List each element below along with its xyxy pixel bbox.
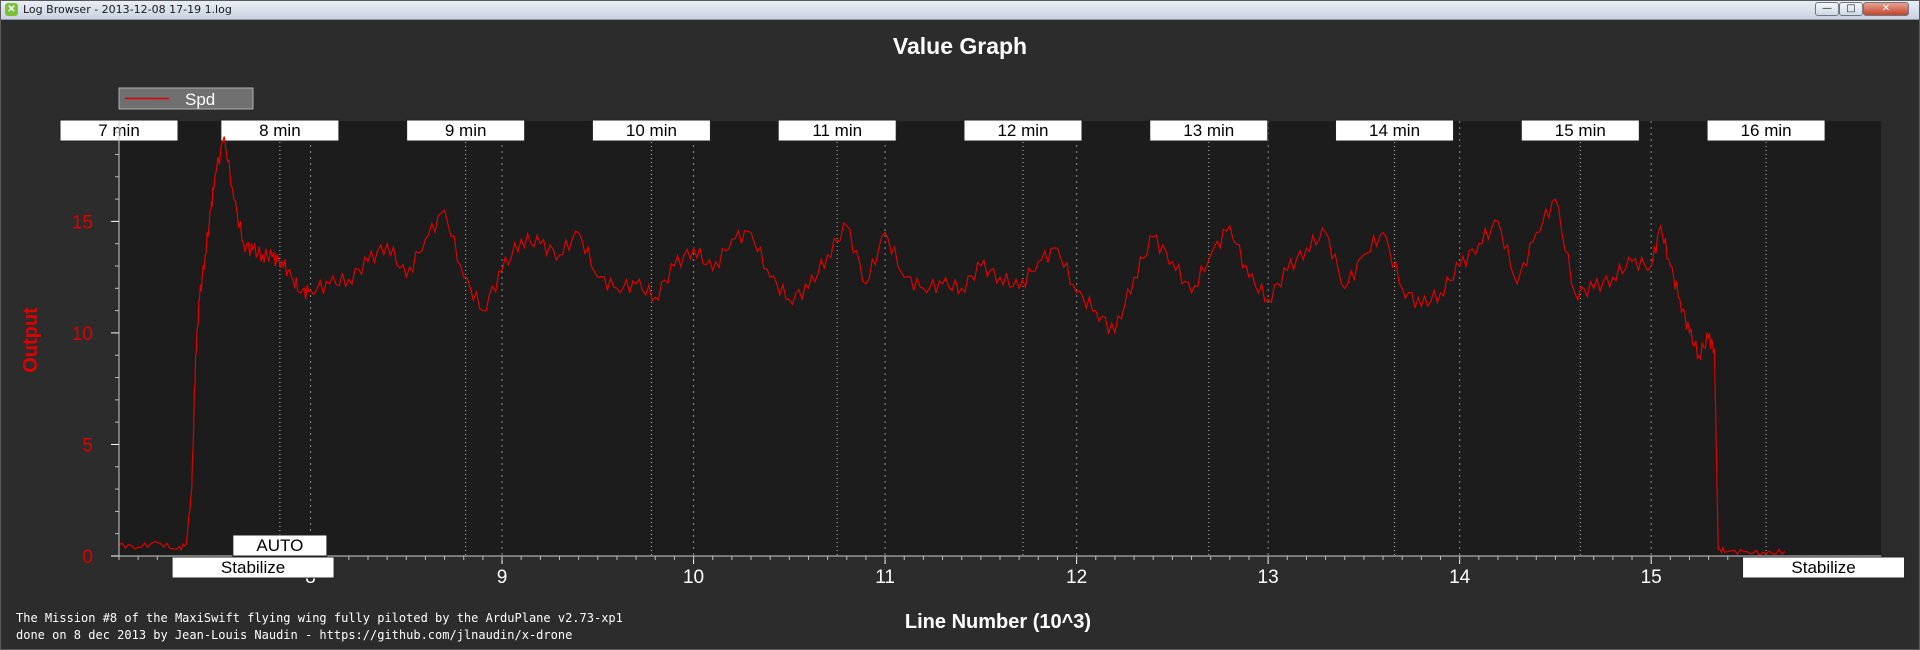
chart-title: Value Graph: [893, 33, 1027, 59]
x-tick-label: 15: [1641, 567, 1662, 588]
app-icon: ✕: [5, 3, 18, 16]
x-tick-label: 10: [683, 567, 704, 588]
footer-note-line-1: The Mission #8 of the MaxiSwift flying w…: [16, 611, 623, 625]
mode-marker-box: [171, 556, 335, 579]
minimize-button[interactable]: —: [1815, 2, 1839, 16]
mode-marker-label: AUTO: [256, 536, 303, 555]
time-marker-box: [963, 119, 1083, 142]
time-marker-label: 11 min: [812, 121, 862, 140]
footer-note-line-2: done on 8 dec 2013 by Jean-Louis Naudin …: [16, 628, 572, 642]
time-marker-label: 12 min: [997, 121, 1048, 140]
time-marker-label: 16 min: [1741, 121, 1792, 140]
x-tick-label: 14: [1449, 567, 1471, 588]
value-graph-chart[interactable]: Value Graph Spd 7 min 8 min 9 min 10 min 11 …: [1, 20, 1919, 650]
time-marker-label: 8 min: [259, 121, 301, 140]
time-marker-box: [591, 119, 711, 142]
time-marker-label: 14 min: [1369, 121, 1420, 140]
series-layer: [118, 136, 1786, 557]
window-title: Log Browser - 2013-12-08 17-19 1.log: [23, 3, 232, 16]
mode-markers: AUTO Stabilize Stabilize: [171, 534, 1906, 579]
time-marker-label: 13 min: [1183, 121, 1234, 140]
time-marker-box: [1520, 119, 1640, 142]
x-tick-label: 11: [875, 567, 895, 588]
mode-marker-box: [1742, 556, 1906, 579]
time-marker-label: 10 min: [626, 121, 677, 140]
legend-entry-spd: Spd: [185, 90, 215, 109]
x-tick-label: 13: [1258, 567, 1279, 588]
vertical-gridlines: [310, 121, 1652, 556]
time-marker-box: [777, 119, 897, 142]
series-line-spd: [118, 136, 1786, 557]
y-tick-label: 10: [72, 324, 93, 345]
window-titlebar[interactable]: ✕ Log Browser - 2013-12-08 17-19 1.log —…: [1, 1, 1919, 20]
maximize-button[interactable]: □: [1839, 2, 1863, 16]
x-axis-label: Line Number (10^3): [905, 611, 1091, 633]
time-marker-box: [406, 119, 526, 142]
mode-marker-label: Stabilize: [221, 558, 285, 577]
plot-area[interactable]: [119, 121, 1881, 556]
time-marker-box: [1335, 119, 1455, 142]
mode-marker-label: Stabilize: [1791, 558, 1855, 577]
time-marker-label: 9 min: [445, 121, 487, 140]
time-marker-label: 15 min: [1555, 121, 1606, 140]
mode-marker-box: [232, 534, 328, 557]
y-tick-label: 0: [82, 547, 93, 568]
x-tick-label: 12: [1066, 567, 1087, 588]
legend-box: [118, 87, 254, 110]
y-tick-label: 15: [72, 212, 93, 233]
close-button[interactable]: ✕: [1863, 2, 1909, 16]
time-marker-box: [220, 119, 340, 142]
axes: 89101112131415051015: [72, 121, 1882, 588]
time-marker-box: [1706, 119, 1826, 142]
x-tick-label: 9: [497, 567, 508, 588]
legend[interactable]: Spd: [118, 87, 254, 110]
y-axis-label: Output: [20, 307, 42, 373]
time-marker-box: [1149, 119, 1269, 142]
y-tick-label: 5: [82, 435, 93, 456]
